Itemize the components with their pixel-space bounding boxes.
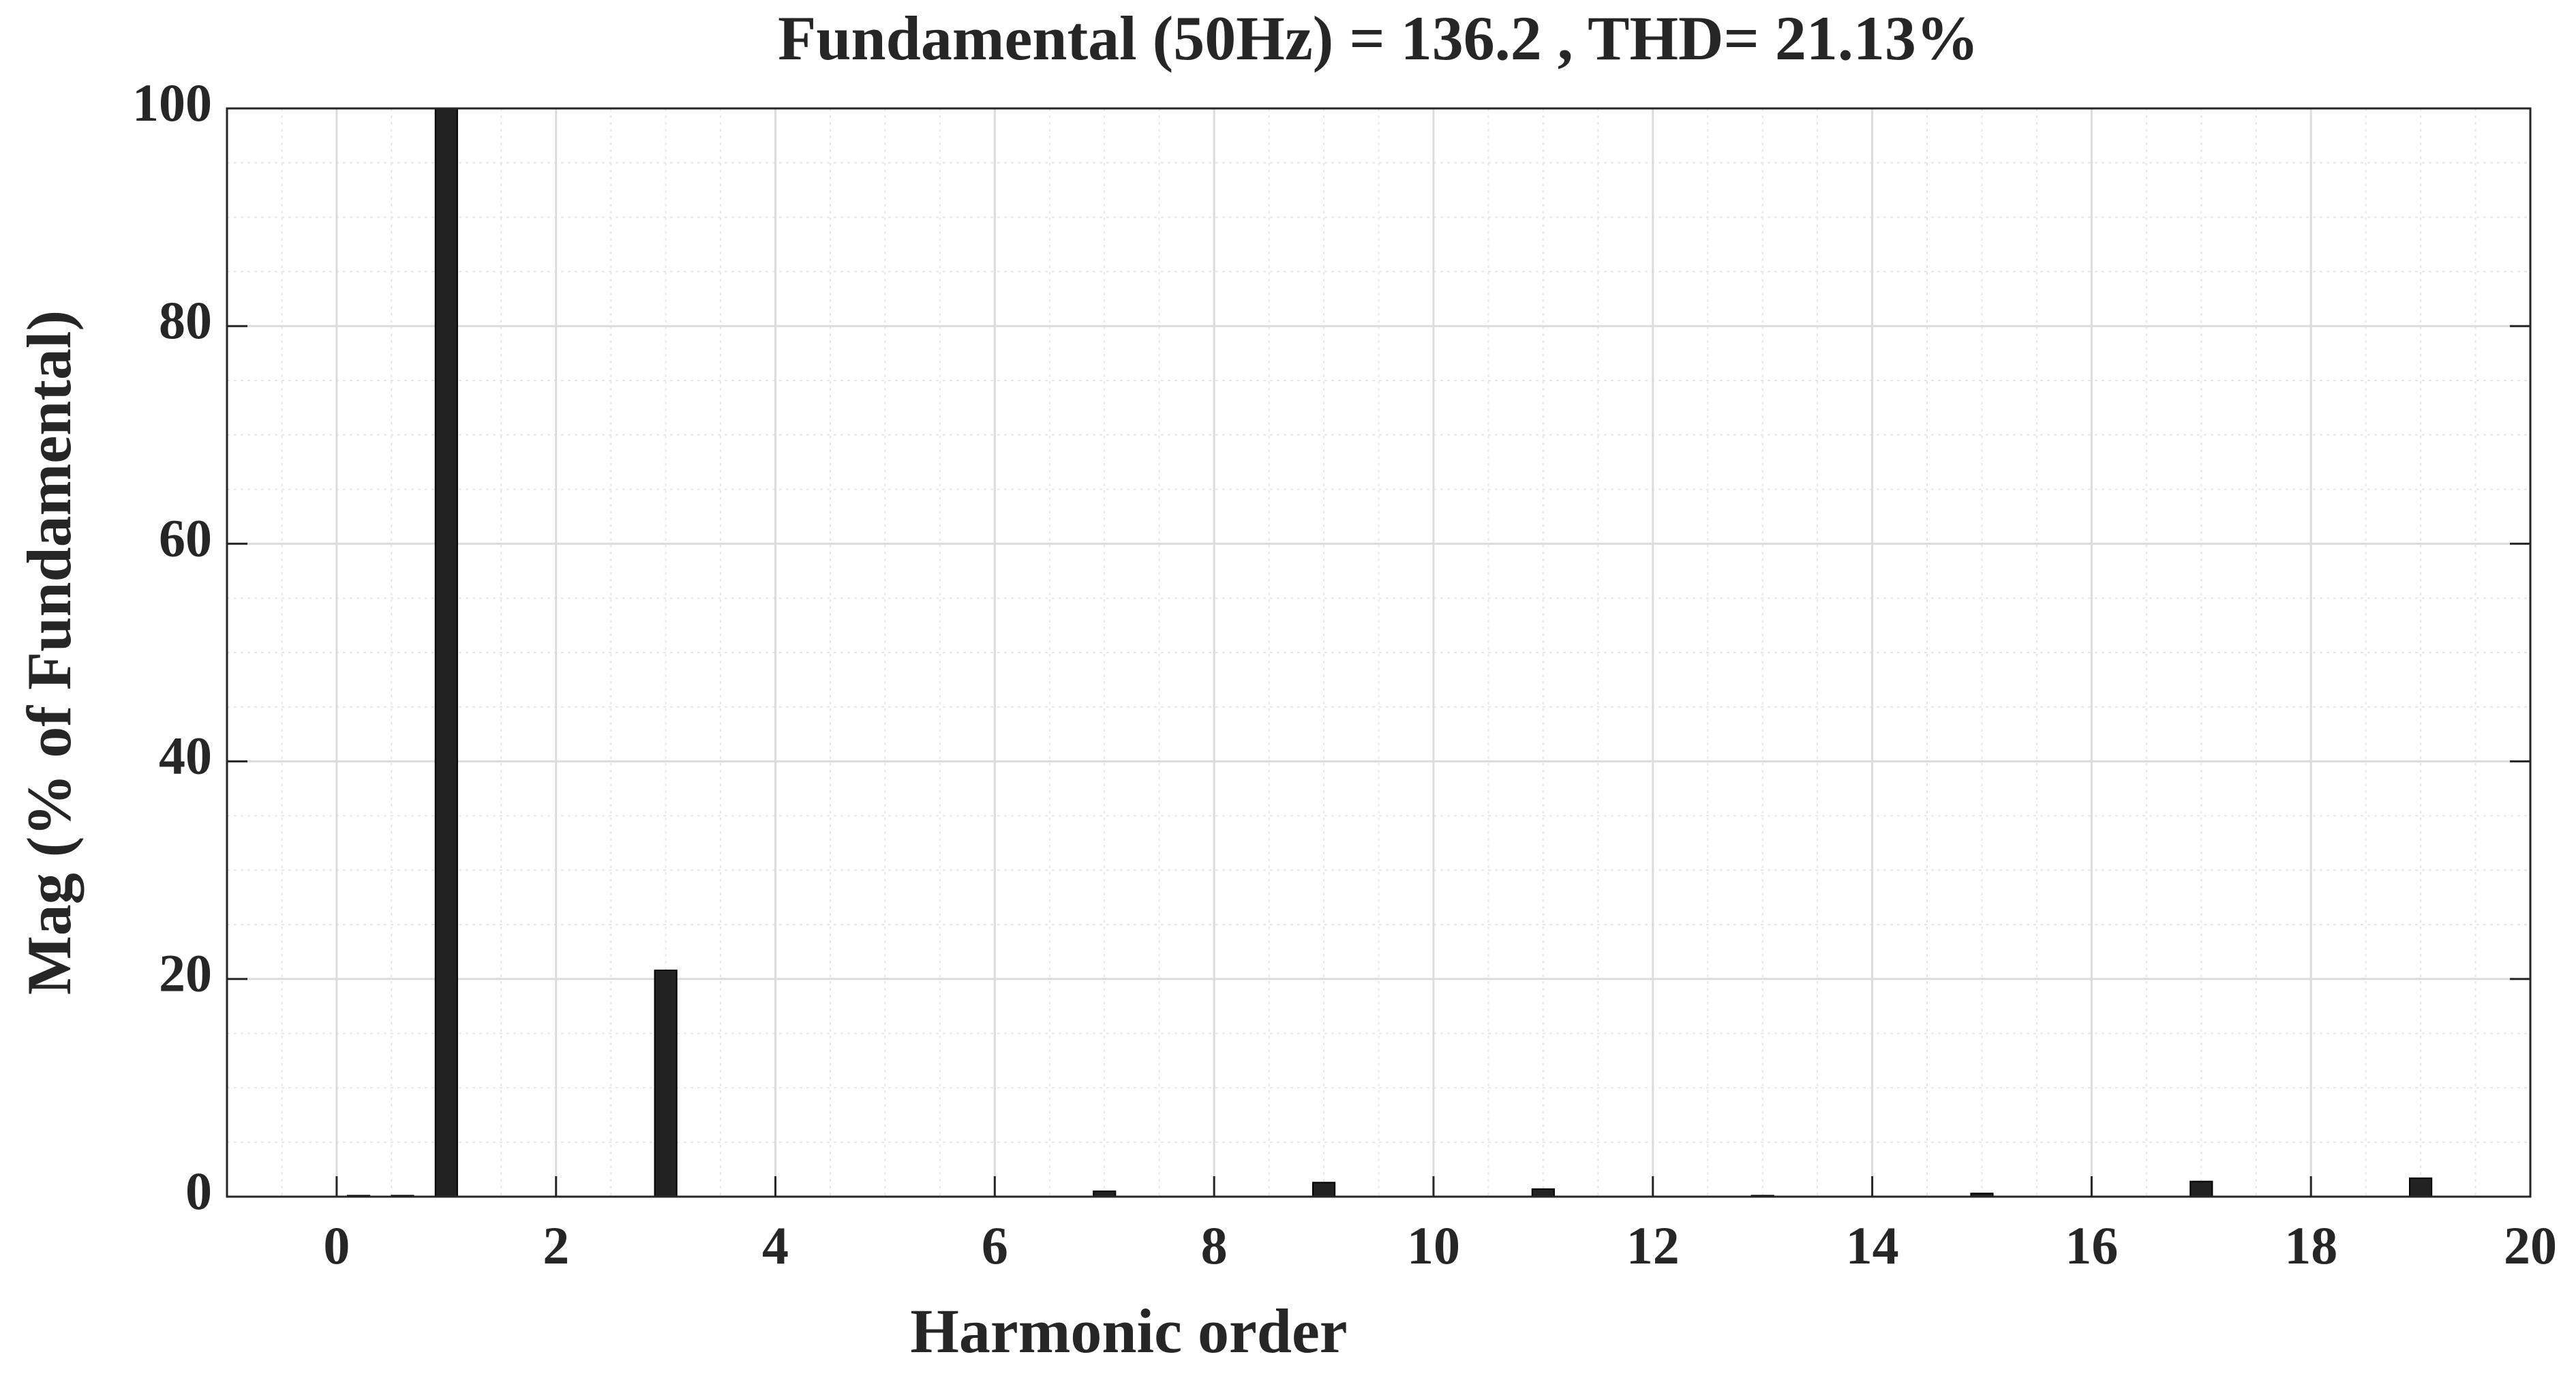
x-tick-label: 16 (2065, 1216, 2118, 1275)
y-axis-label: Mag (% of Fundamental) (14, 310, 84, 995)
bar (2189, 1180, 2213, 1198)
x-tick-label: 18 (2284, 1216, 2337, 1275)
x-tick-label: 6 (982, 1216, 1008, 1275)
y-tick-label: 40 (159, 726, 212, 786)
x-tick-label: 0 (323, 1216, 350, 1275)
bar (2409, 1177, 2433, 1198)
plot-frame (226, 107, 2532, 1198)
bar (654, 970, 678, 1197)
y-tick-label: 20 (159, 944, 212, 1003)
x-tick-label: 2 (543, 1216, 569, 1275)
x-tick-label: 12 (1626, 1216, 1680, 1275)
x-tick-label: 8 (1201, 1216, 1228, 1275)
y-tick-label: 80 (159, 290, 212, 350)
bar (434, 108, 458, 1197)
chart-title: Fundamental (50Hz) = 136.2 , THD= 21.13% (778, 3, 1979, 73)
y-tick-label: 60 (159, 508, 212, 567)
y-tick-label: 0 (185, 1161, 212, 1221)
x-tick-label: 20 (2504, 1216, 2557, 1275)
x-tick-label: 10 (1407, 1216, 1460, 1275)
y-tick-label: 100 (132, 73, 212, 132)
x-tick-label: 14 (1846, 1216, 1899, 1275)
x-tick-label: 4 (762, 1216, 789, 1275)
bar (1312, 1182, 1336, 1197)
bar (1531, 1188, 1555, 1198)
x-axis-label: Harmonic order (910, 1296, 1347, 1366)
